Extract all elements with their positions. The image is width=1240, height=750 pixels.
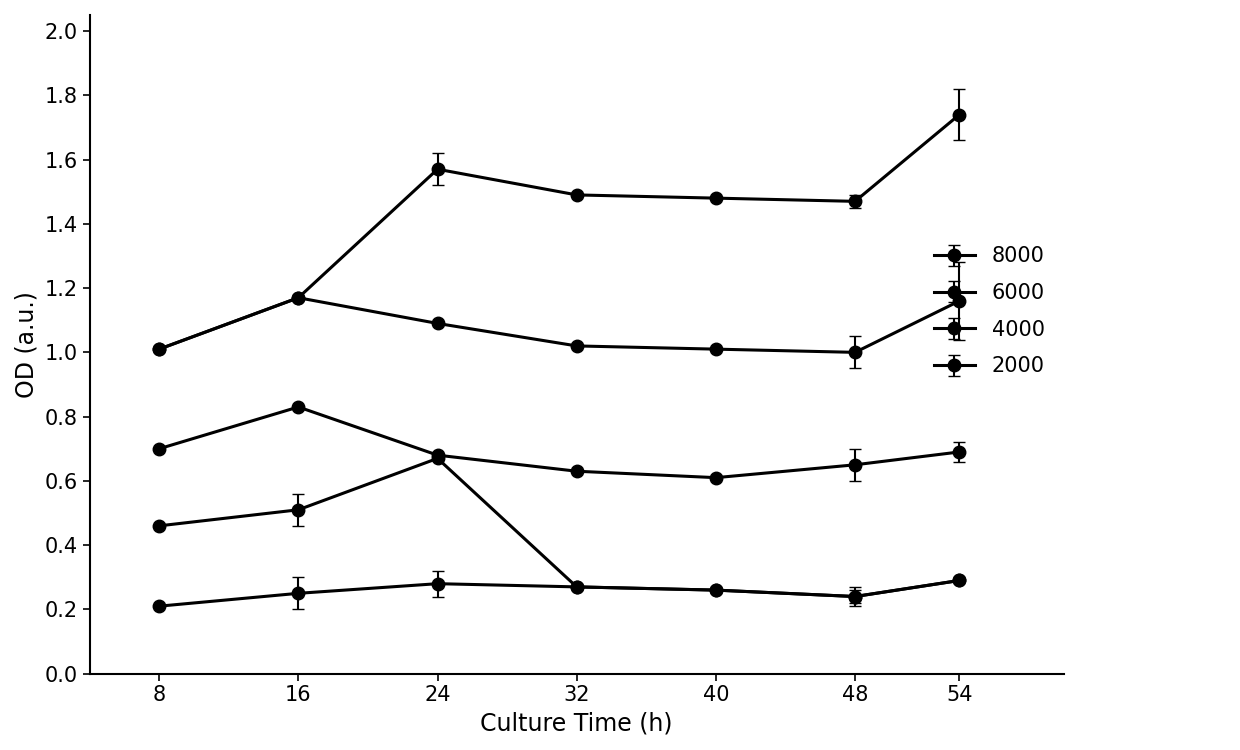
Y-axis label: OD (a.u.): OD (a.u.)	[15, 291, 38, 398]
X-axis label: Culture Time (h): Culture Time (h)	[480, 711, 673, 735]
Legend: 8000, 6000, 4000, 2000: 8000, 6000, 4000, 2000	[925, 238, 1054, 385]
